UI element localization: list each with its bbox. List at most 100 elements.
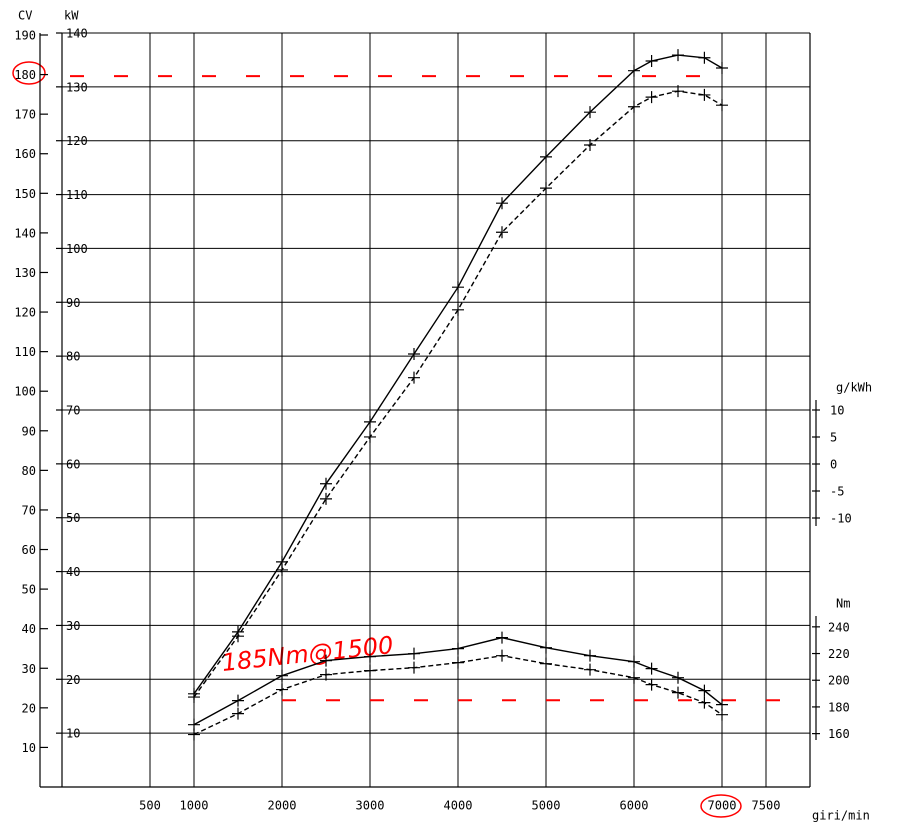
data-point bbox=[496, 226, 508, 239]
x-tick-label: 6000 bbox=[620, 799, 649, 813]
cv-tick-label: 60 bbox=[22, 543, 36, 557]
y2-tick-label: 10 bbox=[830, 404, 844, 418]
cv-tick-label: 130 bbox=[14, 266, 36, 280]
y-tick-label: 40 bbox=[66, 565, 80, 579]
y2-tick-label: 5 bbox=[830, 431, 837, 445]
data-point bbox=[496, 649, 508, 662]
data-point bbox=[276, 669, 288, 682]
data-point bbox=[320, 668, 332, 681]
y-tick-label: 70 bbox=[66, 404, 80, 418]
data-point bbox=[645, 55, 658, 68]
data-point bbox=[672, 671, 684, 684]
x-axis-label: giri/min bbox=[812, 809, 870, 823]
x-tick-label: 7500 bbox=[752, 799, 781, 813]
nm-axis-label: Nm bbox=[836, 597, 850, 611]
y3-tick-label: 160 bbox=[828, 727, 850, 741]
data-point bbox=[408, 647, 420, 660]
x-tick-label: 4000 bbox=[444, 799, 473, 813]
data-point bbox=[408, 661, 420, 674]
data-point bbox=[364, 650, 376, 663]
data-point bbox=[584, 139, 596, 152]
cv-tick-label: 30 bbox=[22, 662, 36, 676]
data-point bbox=[540, 657, 552, 670]
data-point bbox=[276, 563, 288, 576]
cv-tick-label: 190 bbox=[14, 29, 36, 43]
data-point bbox=[716, 698, 728, 711]
g-axis-label: g/kWh bbox=[836, 381, 872, 395]
cv-axis-label: CV bbox=[18, 9, 32, 23]
data-point bbox=[716, 99, 728, 112]
data-point bbox=[698, 51, 711, 64]
data-point bbox=[584, 649, 596, 662]
data-point bbox=[540, 641, 552, 654]
cv-tick-label: 180 bbox=[14, 68, 36, 82]
y-tick-label: 120 bbox=[66, 134, 88, 148]
data-point bbox=[540, 150, 552, 163]
data-point bbox=[672, 85, 684, 98]
cv-tick-label: 90 bbox=[22, 424, 36, 438]
cv-tick-label: 40 bbox=[22, 622, 36, 636]
data-point bbox=[628, 100, 640, 113]
data-point bbox=[540, 182, 552, 195]
y2-tick-label: -10 bbox=[830, 512, 852, 526]
data-point bbox=[672, 686, 684, 699]
y3-tick-label: 240 bbox=[828, 620, 850, 634]
data-point bbox=[672, 49, 684, 62]
y3-tick-label: 200 bbox=[828, 674, 850, 688]
y-tick-label: 140 bbox=[66, 27, 88, 41]
data-point bbox=[452, 303, 464, 316]
y-tick-label: 100 bbox=[66, 242, 88, 256]
data-point bbox=[364, 430, 376, 443]
data-point bbox=[364, 415, 376, 428]
data-point bbox=[698, 88, 711, 101]
y-tick-label: 110 bbox=[66, 188, 88, 202]
x-tick-label: 500 bbox=[139, 799, 161, 813]
data-point bbox=[452, 642, 464, 655]
data-point bbox=[628, 655, 640, 668]
data-point bbox=[645, 678, 658, 691]
y-tick-label: 50 bbox=[66, 511, 80, 525]
series-line bbox=[193, 90, 723, 698]
kw-axis-label: kW bbox=[64, 9, 79, 23]
data-point bbox=[408, 371, 420, 384]
y-tick-label: 90 bbox=[66, 296, 80, 310]
y-tick-label: 80 bbox=[66, 350, 80, 364]
x-tick-label: 7000 bbox=[708, 799, 737, 813]
y3-tick-label: 180 bbox=[828, 700, 850, 714]
highlight-circle bbox=[12, 61, 46, 85]
data-point bbox=[496, 197, 508, 210]
data-point bbox=[320, 654, 332, 667]
cv-tick-label: 100 bbox=[14, 385, 36, 399]
data-point bbox=[628, 64, 640, 77]
highlight-circle bbox=[700, 794, 742, 818]
cv-tick-label: 160 bbox=[14, 147, 36, 161]
cv-tick-label: 150 bbox=[14, 187, 36, 201]
x-tick-label: 5000 bbox=[532, 799, 561, 813]
data-point bbox=[496, 631, 508, 644]
cv-tick-label: 50 bbox=[22, 583, 36, 597]
data-point bbox=[232, 694, 244, 707]
cv-tick-label: 140 bbox=[14, 226, 36, 240]
cv-tick-label: 10 bbox=[22, 741, 36, 755]
data-point bbox=[188, 728, 200, 741]
y2-tick-label: -5 bbox=[830, 485, 844, 499]
data-point bbox=[698, 684, 711, 697]
data-point bbox=[232, 630, 244, 643]
data-point bbox=[628, 671, 640, 684]
data-point bbox=[408, 347, 420, 360]
data-point bbox=[716, 708, 728, 721]
data-point bbox=[320, 492, 332, 505]
y2-tick-label: 0 bbox=[830, 458, 837, 472]
y-tick-label: 30 bbox=[66, 619, 80, 633]
cv-tick-label: 20 bbox=[22, 701, 36, 715]
x-tick-label: 2000 bbox=[268, 799, 297, 813]
cv-tick-label: 80 bbox=[22, 464, 36, 478]
data-point bbox=[320, 477, 332, 490]
x-tick-label: 3000 bbox=[356, 799, 385, 813]
y3-tick-label: 220 bbox=[828, 647, 850, 661]
data-point bbox=[452, 656, 464, 669]
cv-tick-label: 70 bbox=[22, 503, 36, 517]
cv-tick-label: 120 bbox=[14, 306, 36, 320]
cv-tick-label: 110 bbox=[14, 345, 36, 359]
